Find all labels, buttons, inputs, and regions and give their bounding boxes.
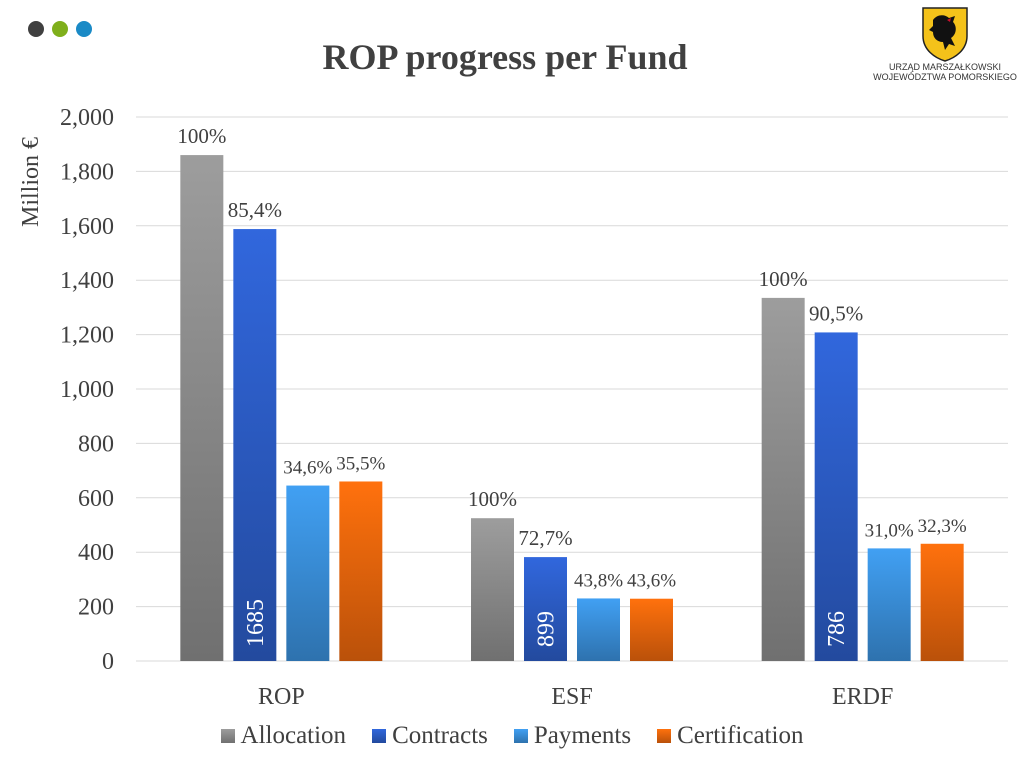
data-label: 32,3% [918,516,967,537]
legend-item-allocation: Allocation [220,722,347,750]
grid-lines [136,116,1008,662]
logo: URZĄD MARSZAŁKOWSKI WOJEWÓDZTWA POMORSKI… [870,6,1020,96]
data-label: 43,6% [627,571,676,592]
inner-value-label: 786 [824,611,850,647]
logo-line-1: URZĄD MARSZAŁKOWSKI [888,62,1001,72]
y-tick-label: 800 [78,431,114,457]
x-category-label: ROP [258,684,305,710]
legend-label: Contracts [392,722,488,749]
bar-certification-erdf [920,543,964,661]
legend-swatch [513,729,528,743]
bar-allocation-erdf [761,297,805,661]
data-label: 31,0% [865,520,914,541]
bar-payments-rop [286,485,330,661]
bar-contracts-erdf [814,332,858,661]
legend-item-certification: Certification [657,722,803,750]
y-tick-label: 0 [102,649,114,675]
inner-value-label: 899 [534,611,560,647]
bar-allocation-rop [180,155,224,661]
data-label: 85,4% [228,198,282,222]
bars [180,155,964,661]
data-label: 90,5% [809,301,863,325]
dot-dark [28,21,44,37]
griffin-emblem-icon [922,7,968,62]
legend-item-payments: Payments [513,722,632,750]
y-tick-label: 1,000 [60,377,114,403]
data-label: 34,6% [283,458,332,479]
legend-label: Certification [677,722,804,749]
y-tick-label: 1,200 [60,323,114,349]
y-tick-label: 1,400 [60,268,114,294]
y-tick-label: 200 [78,595,114,621]
inner-value-label: 1685 [243,599,269,647]
x-axis-categories: ROP ESF ERDF [258,684,893,710]
legend-swatch [220,729,235,743]
bar-certification-rop [339,481,383,661]
bar-contracts-rop [233,229,277,661]
x-category-label: ESF [551,684,592,710]
legend-swatch [657,729,672,743]
legend-label: Payments [533,722,632,749]
x-category-label: ERDF [832,684,893,710]
data-label: 72,7% [518,526,572,550]
legend-swatch [372,729,387,743]
bar-payments-esf [577,598,620,661]
y-axis-ticks: 0 200 400 600 800 1,000 1,200 1,400 1,600 1,800 2,… [60,105,114,675]
dot-green [52,21,68,37]
header-dots [28,21,92,37]
bar-allocation-esf [471,518,514,661]
data-label: 100% [468,487,517,511]
y-tick-label: 2,000 [60,105,114,131]
dot-blue [76,21,92,37]
data-label: 35,5% [336,453,385,474]
legend-label: Allocation [240,722,347,749]
y-tick-label: 1,600 [60,214,114,240]
y-axis-label: Million € [18,137,44,227]
page-title: ROP progress per Fund [322,37,688,77]
data-label: 100% [177,124,226,148]
y-tick-label: 600 [78,486,114,512]
bar-certification-esf [630,598,673,661]
data-label: 100% [759,267,808,291]
y-tick-label: 400 [78,540,114,566]
legend: Allocation Contracts Payments Certification [0,722,1024,750]
bar-payments-erdf [867,548,911,661]
logo-line-2: WOJEWÓDZTWA POMORSKIEGO [873,72,1017,82]
data-label: 43,8% [574,570,623,591]
y-tick-label: 1,800 [60,159,114,185]
bar-contracts-esf [524,557,567,661]
legend-item-contracts: Contracts [372,722,488,750]
